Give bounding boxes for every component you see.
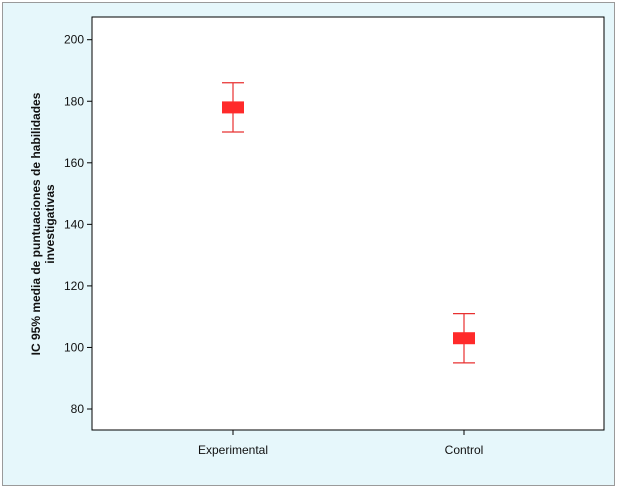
y-tick-label-160: 160 bbox=[64, 156, 84, 170]
y-tick-label-200: 200 bbox=[64, 33, 84, 47]
y-axis-label-line-2: investigativas bbox=[43, 184, 57, 264]
y-tick-label-180: 180 bbox=[64, 94, 84, 108]
errorbar-marks bbox=[222, 82, 475, 364]
mean-marker-experimental bbox=[222, 101, 244, 114]
x-axis: Experimental Control bbox=[198, 430, 483, 457]
x-tick-label-control: Control bbox=[445, 443, 484, 457]
mean-marker-control bbox=[453, 332, 475, 345]
x-tick-label-experimental: Experimental bbox=[198, 443, 268, 457]
y-tick-label-80: 80 bbox=[71, 402, 85, 416]
y-tick-label-120: 120 bbox=[64, 279, 84, 293]
y-axis-label-line-1: IC 95% media de puntuaciones de habilida… bbox=[29, 92, 43, 355]
y-axis: 80 100 120 140 160 180 200 bbox=[64, 33, 92, 416]
y-tick-label-140: 140 bbox=[64, 217, 84, 231]
y-tick-label-100: 100 bbox=[64, 340, 84, 354]
plot-area bbox=[91, 16, 605, 431]
